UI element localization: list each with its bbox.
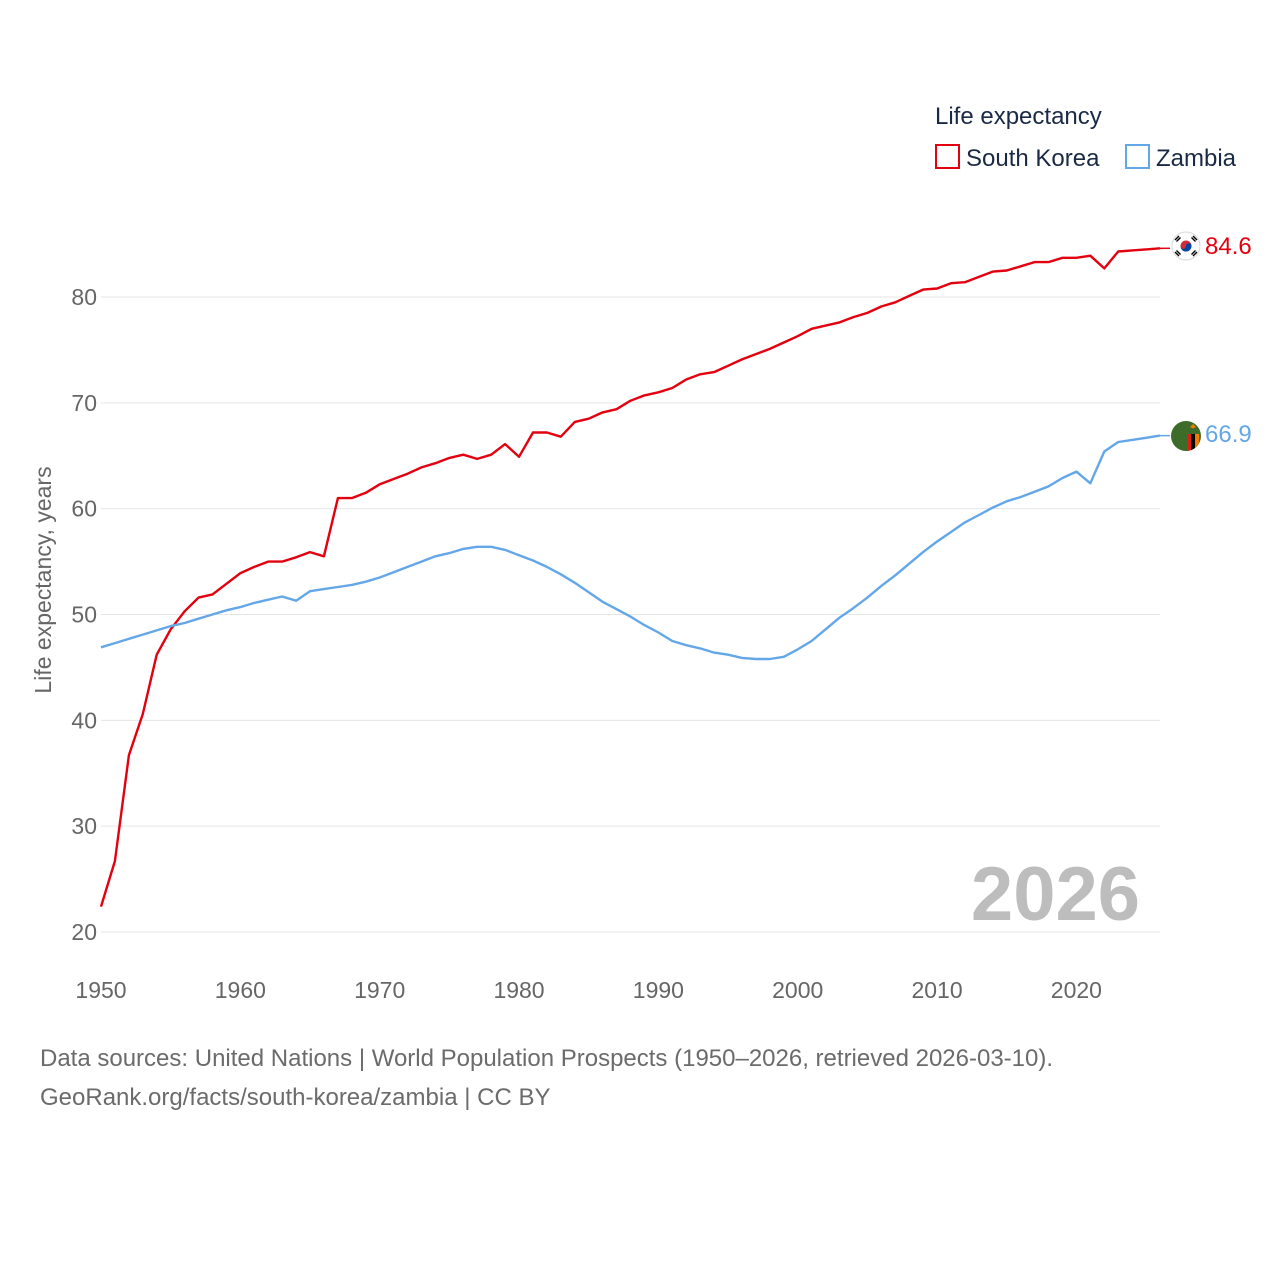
legend-label-zambia: Zambia — [1156, 145, 1237, 172]
x-tick-label-2010: 2010 — [911, 977, 962, 1003]
series-end-markers — [1160, 247, 1170, 437]
x-tick-label-1990: 1990 — [633, 977, 684, 1003]
year-watermark: 2026 — [971, 852, 1140, 937]
legend-swatch-south-korea — [935, 144, 960, 169]
legend-title: Life expectancy — [935, 103, 1102, 130]
legend-label-south-korea: South Korea — [966, 145, 1100, 172]
zambia-flag-icon — [1171, 421, 1201, 451]
south-korea-flag-icon — [1171, 231, 1201, 261]
x-tick-label-2020: 2020 — [1051, 977, 1102, 1003]
y-tick-label-80: 80 — [71, 284, 97, 310]
source-note: Data sources: United Nations | World Pop… — [40, 1045, 1054, 1072]
end-label-zambia: 66.9 — [1205, 421, 1252, 448]
y-tick-label-20: 20 — [71, 919, 97, 945]
credit-note: GeoRank.org/facts/south-korea/zambia | C… — [40, 1084, 551, 1111]
series-line-zambia — [100, 434, 1161, 661]
grid-lines — [101, 296, 1160, 933]
legend: Life expectancy South Korea Zambia — [935, 103, 1237, 172]
y-tick-label-70: 70 — [71, 390, 97, 416]
x-tick-label-1950: 1950 — [75, 977, 126, 1003]
y-tick-label-50: 50 — [71, 602, 97, 628]
legend-swatch-zambia — [1125, 144, 1150, 169]
y-tick-label-60: 60 — [71, 496, 97, 522]
x-tick-label-1980: 1980 — [493, 977, 544, 1003]
end-label-south-korea: 84.6 — [1205, 233, 1252, 260]
x-tick-label-1970: 1970 — [354, 977, 405, 1003]
series-lines — [99, 247, 1161, 907]
series-line-south-korea — [99, 247, 1161, 907]
x-tick-label-1960: 1960 — [215, 977, 266, 1003]
y-axis-title: Life expectancy, years — [30, 466, 56, 693]
x-axis-ticks: 1950 1960 1970 1980 1990 2000 2010 2020 — [75, 977, 1102, 1003]
x-tick-label-2000: 2000 — [772, 977, 823, 1003]
y-tick-label-40: 40 — [71, 707, 97, 733]
y-axis-ticks: 20 30 40 50 60 70 80 — [71, 284, 97, 945]
y-tick-label-30: 30 — [71, 813, 97, 839]
